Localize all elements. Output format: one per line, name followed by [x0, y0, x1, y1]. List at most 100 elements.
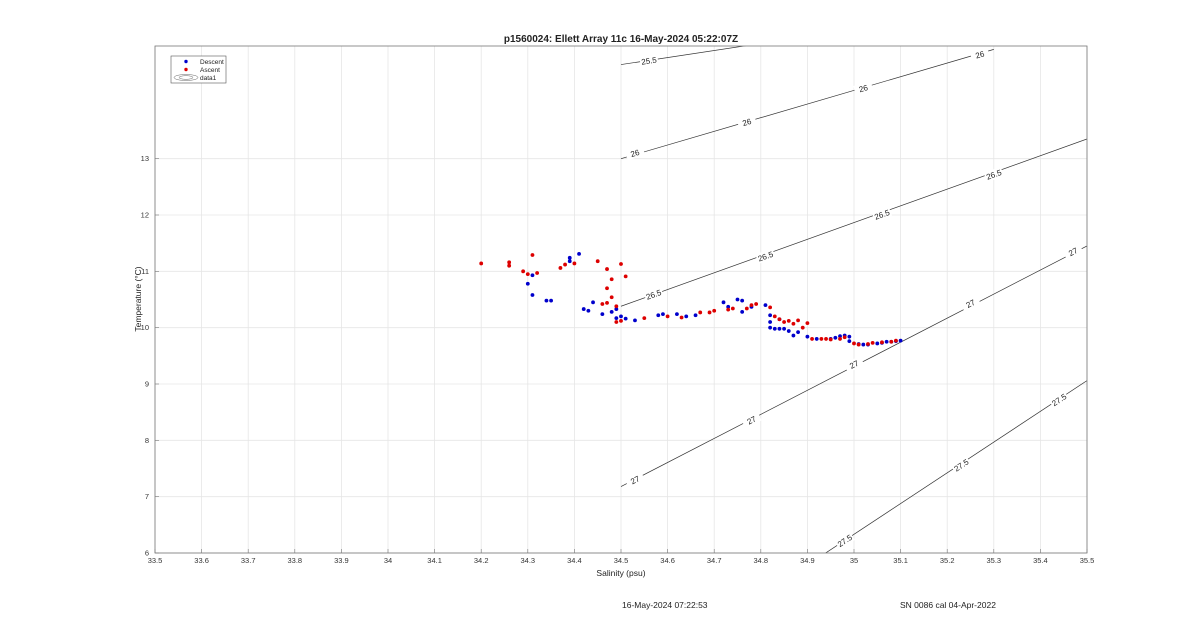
- x-axis-ticks: 33.5 33.6 33.7 33.8 33.9 34 34.1 34.2 34.3 34.4 34…: [148, 549, 1094, 565]
- legend-ascent-label: Ascent: [200, 67, 220, 74]
- descent-point: [791, 333, 796, 338]
- descent-point: [847, 339, 852, 344]
- legend-descent-marker: [184, 59, 188, 64]
- chart-title: p1560024: Ellett Array 11c 16-May-2024 0…: [504, 34, 738, 45]
- y-tick-label: 6: [145, 549, 149, 558]
- descent-point: [675, 312, 679, 317]
- ascent-point: [744, 306, 749, 311]
- legend-data1-marker-inner: [178, 75, 194, 80]
- descent-point: [656, 313, 661, 318]
- descent-point: [763, 303, 768, 308]
- ascent-point: [479, 261, 484, 266]
- y-axis-ticks: 6 7 8 9 10 11 12 13: [141, 154, 159, 558]
- x-tick-label: 33.5: [148, 556, 163, 565]
- descent-point: [567, 259, 572, 264]
- isopycnal-label-bg: [643, 286, 664, 303]
- descent-point: [591, 300, 595, 305]
- ascent-point: [619, 262, 623, 266]
- ascent-point: [712, 308, 717, 313]
- ascent-point: [777, 317, 782, 322]
- ascent-point: [786, 319, 791, 323]
- x-tick-label: 35.4: [1033, 556, 1048, 565]
- y-tick-label: 13: [141, 154, 149, 163]
- y-tick-label: 10: [141, 323, 149, 332]
- descent-point: [581, 307, 586, 311]
- ascent-point: [507, 260, 512, 265]
- descent-point: [614, 307, 619, 311]
- ascent-point: [614, 320, 619, 324]
- descent-point: [577, 251, 581, 256]
- isopycnal-label-26: 26: [858, 83, 870, 94]
- descent-point: [693, 313, 698, 318]
- isopycnal-label-bg: [969, 47, 990, 62]
- x-tick-label: 33.9: [334, 556, 349, 565]
- ascent-point: [824, 337, 828, 341]
- isopycnal-label-bg: [741, 411, 762, 429]
- ascent-point: [600, 302, 605, 306]
- descent-point: [721, 300, 726, 305]
- ascent-point: [642, 316, 647, 320]
- descent-point: [600, 312, 605, 317]
- ascent-point: [698, 310, 703, 315]
- isopycnal-label-bg: [624, 145, 646, 161]
- x-axis-label: Salinity (psu): [596, 568, 645, 578]
- descent-point: [796, 330, 800, 335]
- descent-point: [768, 320, 773, 324]
- ascent-point: [507, 263, 512, 268]
- descent-point: [633, 318, 637, 323]
- ascent-point: [558, 266, 563, 270]
- ascent-point: [842, 335, 847, 340]
- ascent-point: [749, 303, 754, 308]
- ascent-point: [609, 277, 614, 282]
- data-points: [479, 251, 903, 347]
- y-tick-label: 7: [145, 492, 149, 501]
- x-tick-label: 34.2: [474, 556, 489, 565]
- descent-point: [740, 309, 745, 314]
- descent-point: [586, 308, 591, 313]
- ascent-point: [870, 340, 875, 345]
- descent-point: [814, 337, 819, 341]
- ascent-point: [595, 259, 600, 264]
- descent-point: [609, 309, 614, 314]
- descent-point: [847, 334, 852, 339]
- ascent-point: [894, 338, 898, 343]
- isopycnal-labels: 25.52626262626.526.526.526.5272727272727…: [624, 47, 1084, 550]
- isopycnal-label-bg: [960, 294, 981, 313]
- ascent-point: [810, 337, 814, 341]
- ascent-point: [754, 302, 759, 306]
- descent-point: [549, 298, 553, 303]
- isopycnal-label-bg: [853, 80, 874, 96]
- x-tick-label: 34.5: [614, 556, 629, 565]
- isopycnal-label-bg: [843, 355, 865, 373]
- descent-point: [619, 314, 623, 319]
- y-tick-label: 12: [141, 211, 149, 220]
- descent-point: [735, 297, 740, 302]
- legend-descent-label: Descent: [200, 59, 224, 66]
- isopycnal-label-bg: [1048, 390, 1070, 409]
- descent-point: [530, 293, 535, 297]
- y-tick-label: 9: [145, 380, 149, 389]
- isopycnal-label-bg: [755, 248, 776, 264]
- ascent-point: [856, 342, 861, 347]
- legend-ascent-marker: [184, 67, 188, 72]
- ascent-point: [782, 320, 786, 324]
- descent-point: [777, 326, 782, 331]
- isopycnal-label-bg: [736, 114, 757, 130]
- isopycnal-label-25.5: 25.5: [641, 55, 658, 66]
- descent-point: [833, 335, 838, 340]
- ascent-point: [796, 318, 800, 323]
- ascent-point: [819, 337, 824, 341]
- descent-point: [768, 325, 773, 330]
- ascent-point: [605, 300, 609, 305]
- legend: Descent Ascent data1: [170, 55, 227, 84]
- descent-point: [805, 334, 810, 339]
- descent-point: [661, 312, 665, 317]
- isopycnal-label-bg: [1062, 243, 1084, 261]
- isopycnal-label-bg: [639, 54, 659, 67]
- x-tick-label: 34.6: [660, 556, 675, 565]
- ascent-point: [707, 310, 712, 315]
- ascent-point: [572, 261, 577, 266]
- isopycnal-label-bg: [950, 455, 972, 475]
- descent-point: [530, 273, 535, 278]
- isopycnal-line-26: [620, 49, 994, 160]
